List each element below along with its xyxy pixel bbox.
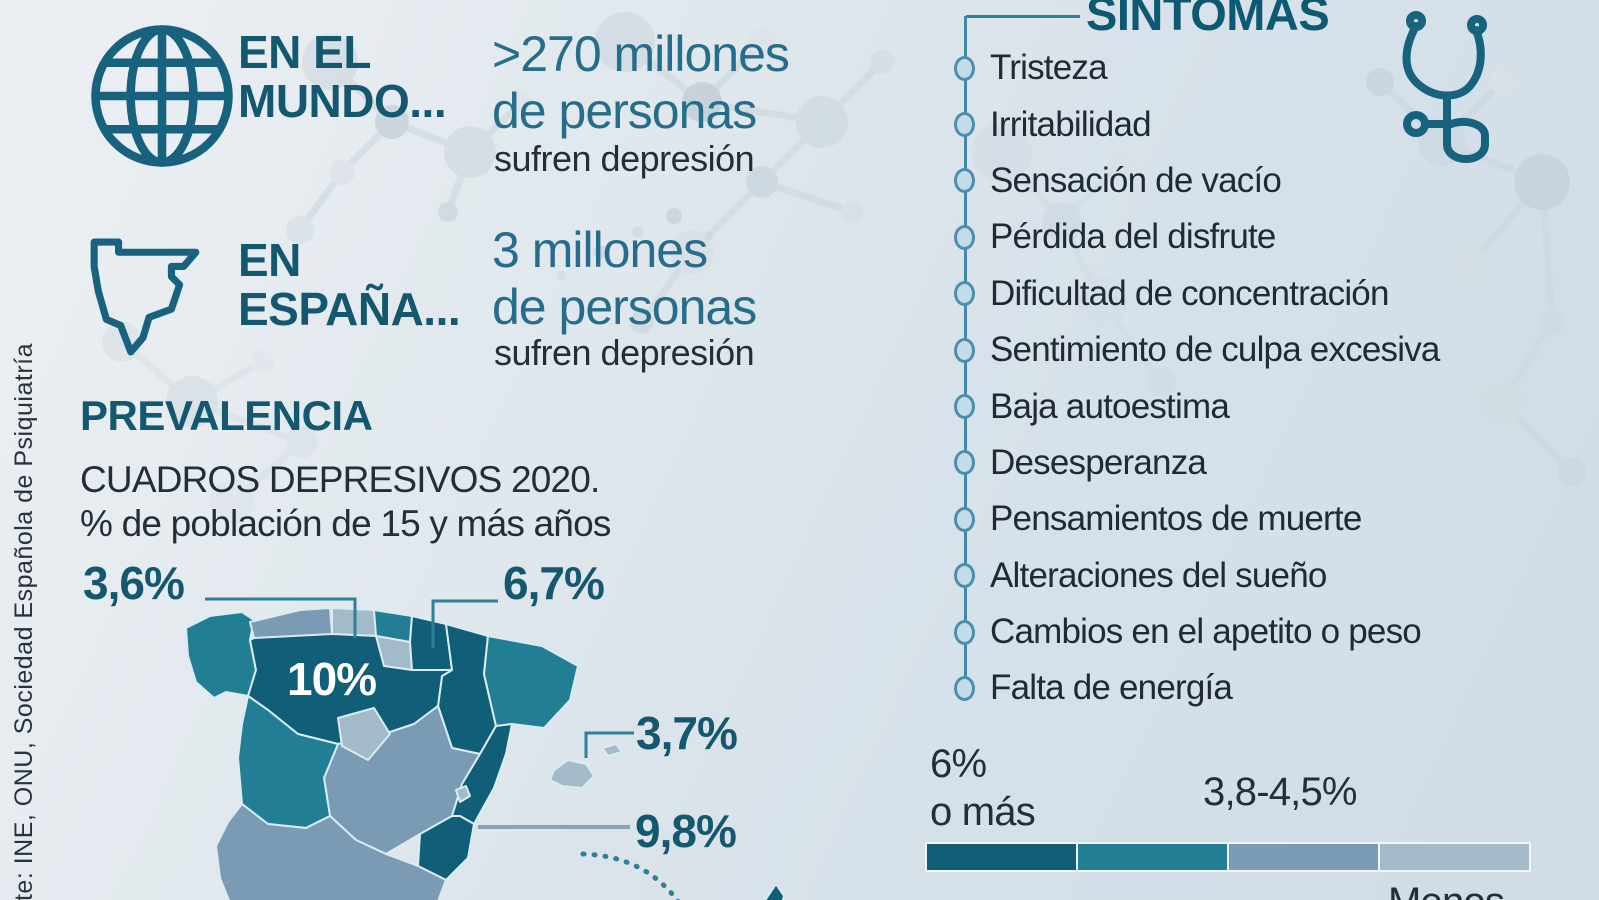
symptom-label: Falta de energía (990, 668, 1233, 708)
map-region (185, 611, 257, 699)
timeline-node-icon (954, 394, 975, 420)
symptom-label: Baja autoestima (990, 386, 1230, 426)
callout-ne: 6,7% (503, 557, 605, 609)
world-stat-line2: de personas (492, 83, 757, 139)
symptom-item: Baja autoestima (954, 378, 1440, 434)
spain-outline-icon (90, 238, 200, 356)
timeline-node-icon (954, 168, 975, 194)
prevalence-subtitle: CUADROS DEPRESIVOS 2020. % de población … (80, 458, 611, 546)
symptoms-list: Tristeza Irritabilidad Sensación de vací… (954, 40, 1440, 717)
world-stat: >270 millones de personas (492, 26, 790, 140)
symptom-item: Desesperanza (954, 435, 1440, 491)
symptom-label: Pérdida del disfrute (990, 217, 1276, 257)
spain-label-line1: EN (238, 234, 301, 286)
world-label-line1: EN EL (238, 26, 371, 78)
prevalence-title: PREVALENCIA (80, 392, 373, 439)
spain-stat-line2: de personas (492, 279, 757, 335)
map-region (455, 785, 471, 803)
timeline-node-icon (954, 619, 975, 645)
map-region (549, 759, 595, 789)
symptom-label: Irritabilidad (990, 104, 1152, 144)
legend-label-mid: 3,8-4,5% (1203, 770, 1358, 814)
map-region (337, 707, 391, 761)
legend-segment (1380, 844, 1529, 870)
timeline-node-icon (954, 281, 975, 307)
map-region (215, 803, 447, 900)
prevalence-subtitle-line2: % de población de 15 y más años (80, 503, 611, 544)
map-region (764, 883, 785, 900)
symptom-item: Pérdida del disfrute (954, 209, 1440, 265)
legend-label-high-line1: 6% (930, 742, 987, 786)
timeline-node-icon (954, 450, 975, 476)
symptom-label: Desesperanza (990, 442, 1207, 482)
symptoms-title: SÍNTOMAS (1086, 0, 1330, 40)
legend-label-low: Menos (1388, 878, 1505, 900)
timeline-node-icon (954, 55, 975, 81)
callout-se: 9,8% (635, 805, 737, 857)
timeline-node-icon (954, 675, 975, 701)
spain-stat: 3 millones de personas (492, 222, 757, 336)
timeline-node-icon (954, 112, 975, 138)
canary-separator-arc (580, 851, 681, 900)
symptom-item: Dificultad de concentración (954, 266, 1440, 322)
symptom-item: Sentimiento de culpa excesiva (954, 322, 1440, 378)
callout-balearic: 3,7% (636, 707, 738, 759)
leader-line-nw (205, 597, 357, 638)
legend-segment (1229, 844, 1378, 870)
callout-center: 10% (287, 653, 377, 705)
symptom-item: Alteraciones del sueño (954, 548, 1440, 604)
symptom-label: Sentimiento de culpa excesiva (990, 330, 1440, 370)
timeline-node-icon (954, 224, 975, 250)
symptom-item: Cambios en el apetito o peso (954, 604, 1440, 660)
spain-stat-line1: 3 millones (492, 222, 708, 278)
map-region (417, 815, 475, 881)
legend-segment (927, 844, 1076, 870)
map-region (483, 635, 579, 729)
spain-choropleth-map (185, 597, 785, 900)
leader-line-balearic (584, 731, 634, 758)
timeline-node-icon (954, 337, 975, 363)
timeline-node-icon (954, 563, 975, 589)
symptom-item: Falta de energía (954, 660, 1440, 716)
prevalence-subtitle-line1: CUADROS DEPRESIVOS 2020. (80, 459, 600, 500)
legend-segment (1078, 844, 1227, 870)
spain-label-line2: ESPAÑA... (238, 283, 461, 335)
stethoscope-icon (1402, 11, 1489, 163)
map-region (451, 723, 513, 825)
symptom-label: Pensamientos de muerte (990, 499, 1362, 539)
map-region (601, 743, 623, 757)
symptom-label: Sensación de vacío (990, 160, 1282, 200)
legend-label-high-line2: o más (930, 790, 1036, 834)
symptom-item: Irritabilidad (954, 96, 1440, 152)
symptom-label: Dificultad de concentración (990, 273, 1389, 313)
symptom-item: Sensación de vacío (954, 153, 1440, 209)
world-label: EN EL MUNDO... (238, 26, 447, 127)
callout-nw: 3,6% (83, 557, 185, 609)
symptom-item: Tristeza (954, 40, 1440, 96)
timeline-node-icon (954, 506, 975, 532)
source-note: Fuente: INE, ONU, Sociedad Española de P… (10, 343, 38, 900)
symptom-label: Alteraciones del sueño (990, 555, 1327, 595)
spain-label: EN ESPAÑA... (238, 234, 461, 335)
symptom-label: Tristeza (990, 48, 1108, 88)
spain-caption: sufren depresión (494, 332, 755, 373)
legend-label-high: 6% o más (930, 740, 1036, 836)
world-label-line2: MUNDO... (238, 75, 447, 127)
world-stat-line1: >270 millones (492, 26, 790, 82)
symptom-item: Pensamientos de muerte (954, 491, 1440, 547)
globe-icon (91, 25, 233, 167)
legend-bar (925, 842, 1531, 872)
symptoms-connector-line (966, 15, 1080, 18)
world-caption: sufren depresión (494, 138, 755, 179)
leader-line-ne (431, 599, 498, 648)
symptom-label: Cambios en el apetito o peso (990, 612, 1422, 652)
